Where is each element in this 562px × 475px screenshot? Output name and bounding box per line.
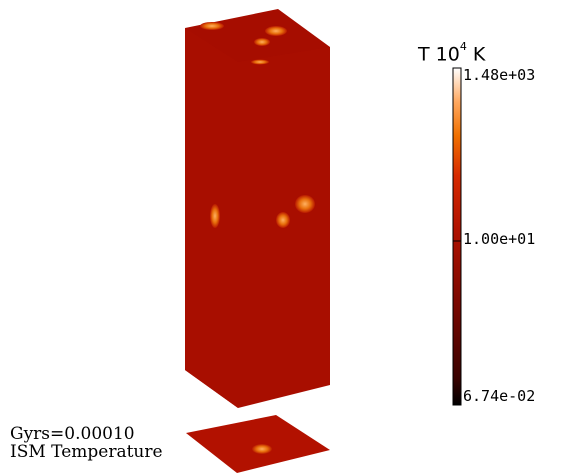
box-main-face [185, 28, 330, 408]
colorbar-tick-mid: 1.00e+01 [463, 230, 536, 248]
time-label: Gyrs=0.00010 [10, 424, 135, 444]
slab-face [186, 415, 330, 473]
box-top-face [185, 9, 330, 62]
hotspot [200, 22, 224, 30]
colorbar-tick-max: 1.48e+03 [463, 66, 536, 84]
field-label: ISM Temperature [10, 442, 163, 462]
colorbar-title-suffix: K [466, 43, 486, 66]
colorbar-title-exponent: 4 [459, 40, 467, 53]
colorbar-title-prefix: T 10 [418, 43, 460, 66]
hotspot [210, 204, 220, 228]
hotspots [200, 22, 315, 228]
hotspot [254, 38, 270, 46]
colorbar-title: T 104 K [418, 41, 486, 66]
hotspot [295, 195, 315, 213]
colorbar [452, 67, 462, 406]
simulation-box [185, 9, 330, 408]
hotspot [251, 59, 269, 65]
slab-plane [186, 415, 330, 473]
colorbar-gradient [452, 67, 462, 406]
colorbar-tick-min: 6.74e-02 [463, 387, 536, 405]
hotspot [265, 26, 287, 36]
hotspot [252, 444, 272, 454]
hotspot [276, 212, 290, 228]
